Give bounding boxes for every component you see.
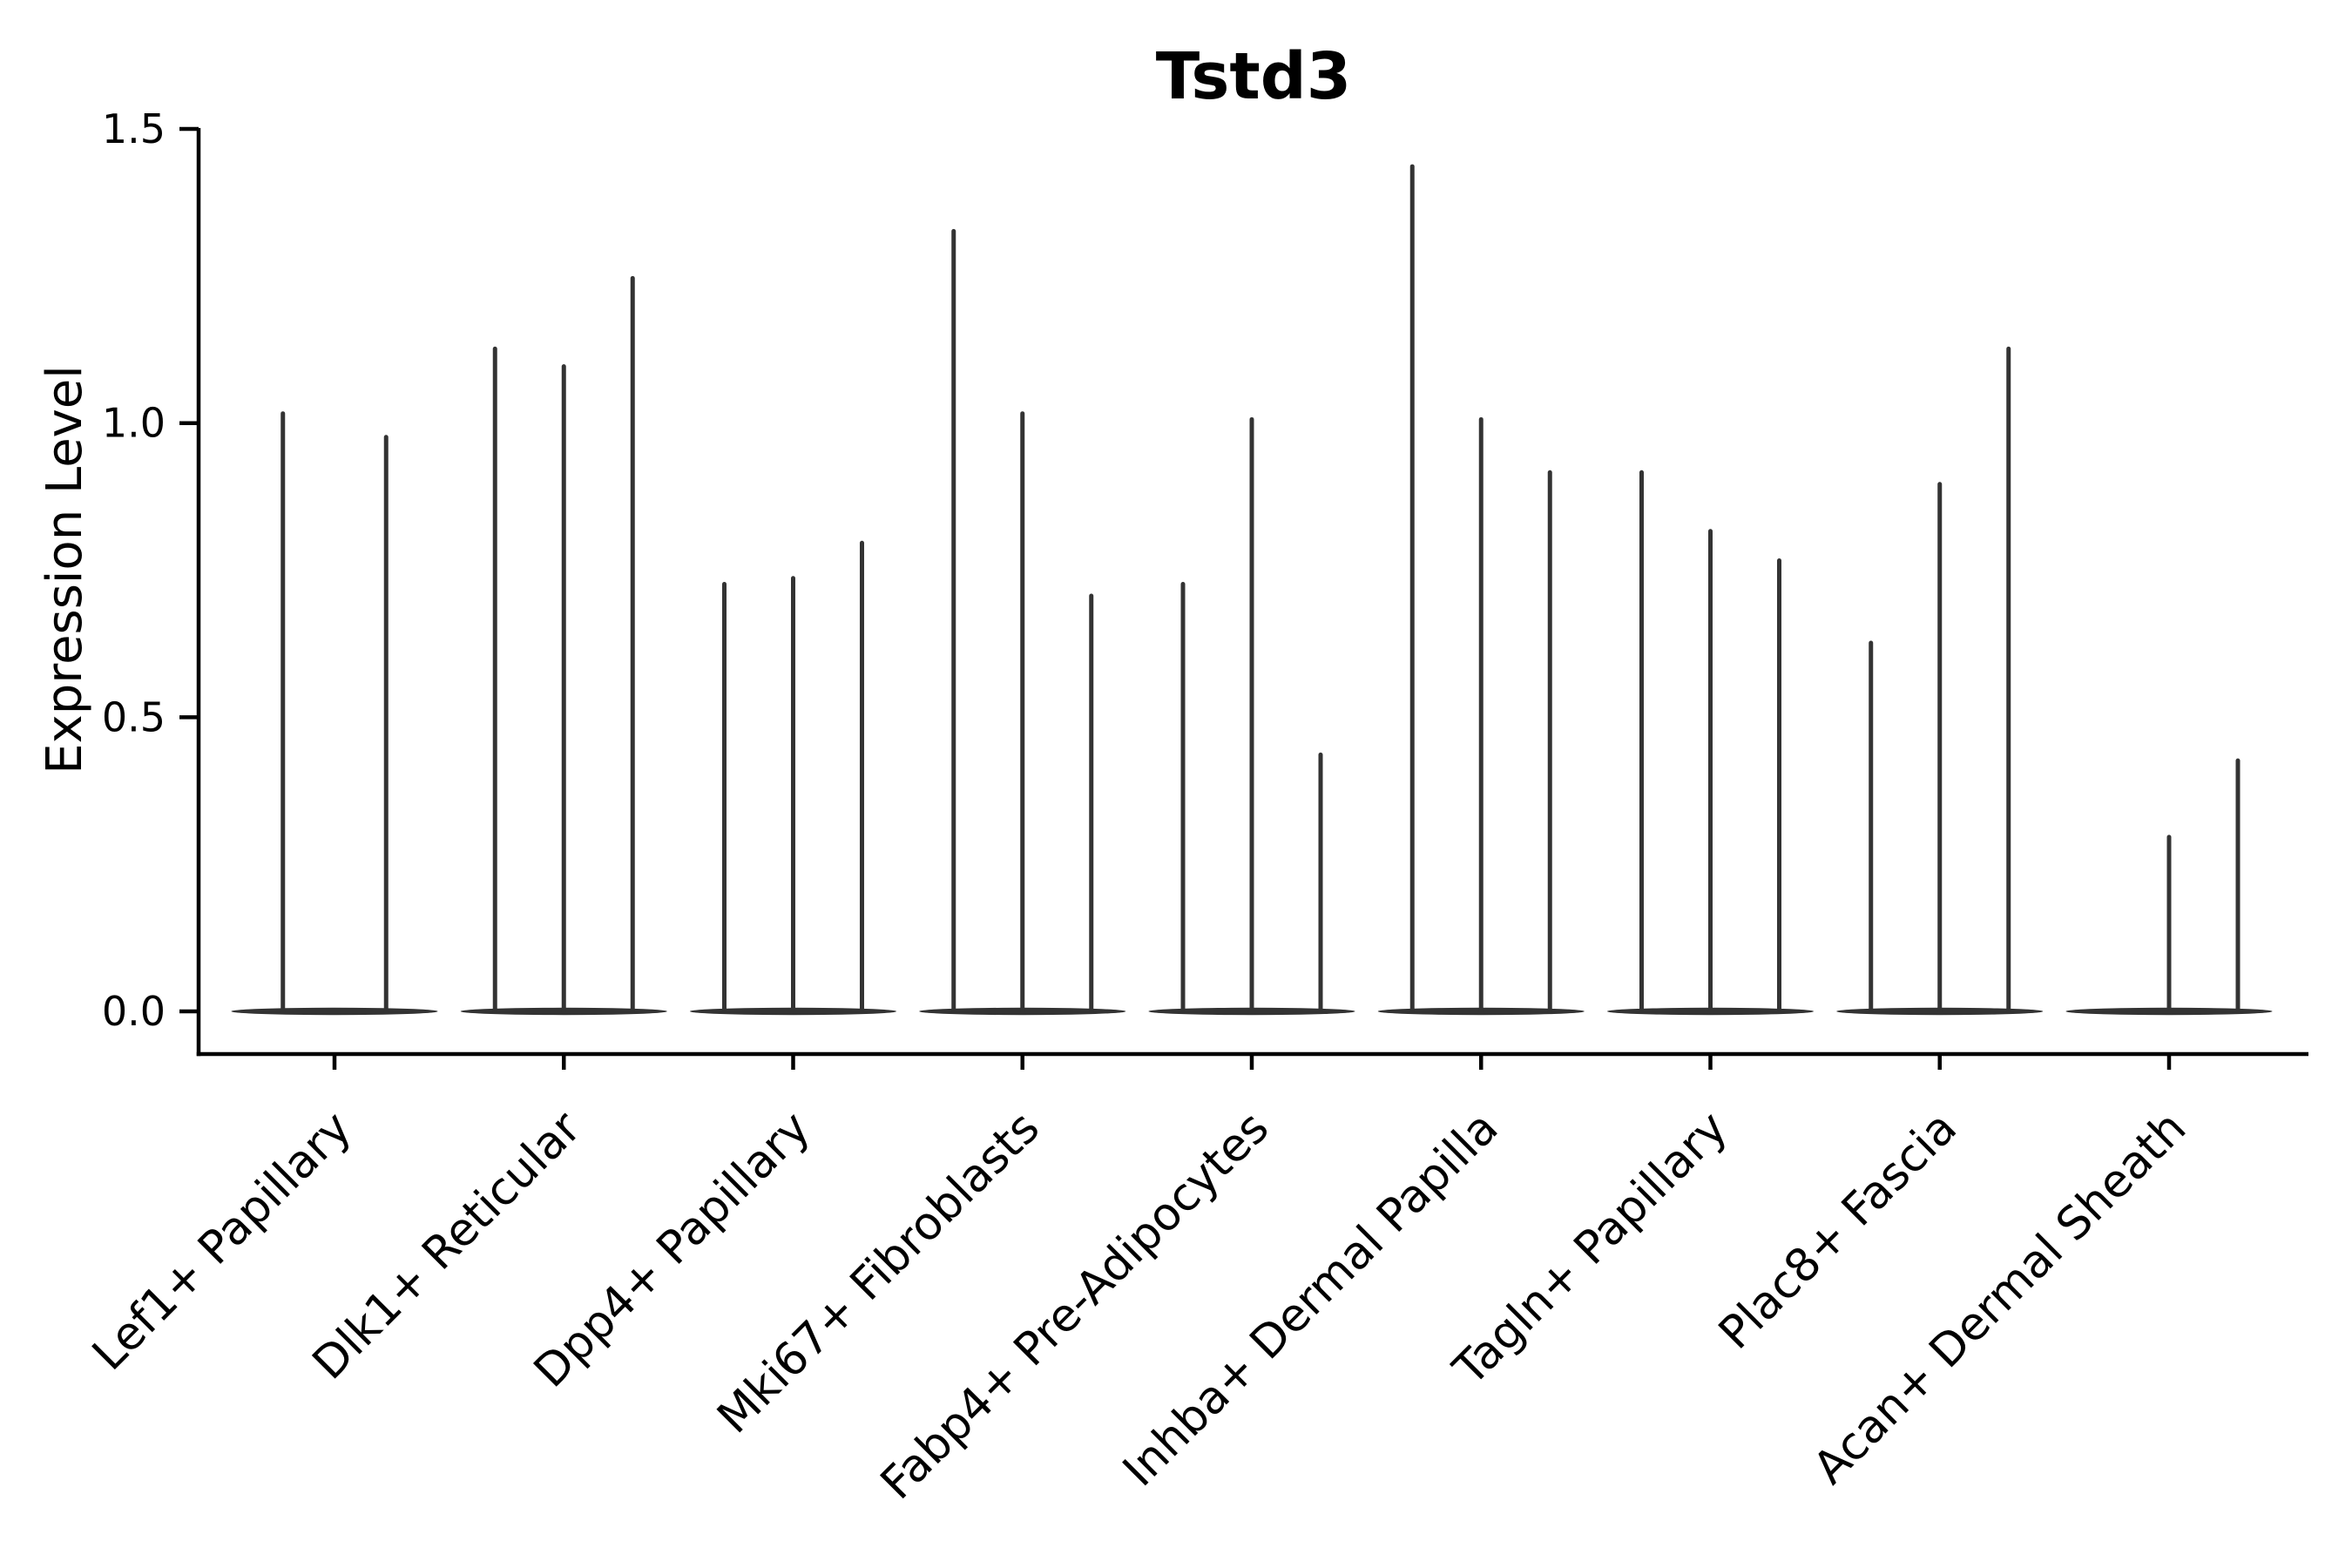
violin-group [231,411,438,1016]
violin-spike [1478,416,1484,1014]
violin-group [690,540,896,1016]
violin-group [1607,470,1814,1016]
violin-spike [280,411,286,1015]
y-axis-label: Expression Level [37,365,93,774]
violin-spike [1547,470,1552,1014]
x-tick-label: Inhba+ Dermal Papilla [1113,1102,1508,1497]
violin-spike [1869,640,1874,1014]
violin-spike [722,582,727,1014]
violin-spike [1777,558,1781,1014]
violin-group [1836,346,2044,1016]
y-tick-label: 0.5 [102,693,166,740]
violin-glyphs [231,164,2273,1016]
y-tick-label: 1.5 [102,105,166,152]
violin-spike [1249,416,1254,1014]
x-tick-label: Plac8+ Fascia [1709,1102,1967,1360]
violin-spike [2006,346,2011,1014]
violin-spike [791,576,795,1014]
violin-spike [1639,470,1644,1014]
violin-group [460,275,667,1016]
violin-spike [1318,752,1323,1014]
violin-group [919,228,1126,1016]
violin-spike [2235,758,2240,1014]
violin-spike [951,228,956,1014]
x-tick-label: Fabp4+ Pre-Adipocytes [871,1102,1279,1510]
violin-spike [630,275,635,1014]
chart-title: Tstd3 [1156,39,1352,114]
violin-spike [860,540,864,1014]
x-tick-label: Acan+ Dermal Sheath [1804,1102,2197,1495]
violin-spike [383,435,389,1014]
violin-spike [561,364,566,1014]
violin-group [2065,758,2273,1016]
violin-spike [1020,411,1025,1015]
y-axis-ticks: 0.0 0.5 1.0 1.5 [102,105,199,1035]
violin-spike [1937,482,1943,1014]
y-tick-label: 1.0 [102,400,166,447]
violin-group [1377,164,1585,1016]
violin-spike [1708,529,1713,1014]
violin-base [231,1007,438,1016]
violin-group [1148,416,1355,1016]
violin-spike [1409,164,1415,1014]
violin-spike [1089,593,1094,1014]
y-tick-label: 0.0 [102,988,166,1035]
violin-spike [492,346,497,1014]
violin-spike [1180,582,1186,1014]
violin-spike [2166,835,2172,1014]
